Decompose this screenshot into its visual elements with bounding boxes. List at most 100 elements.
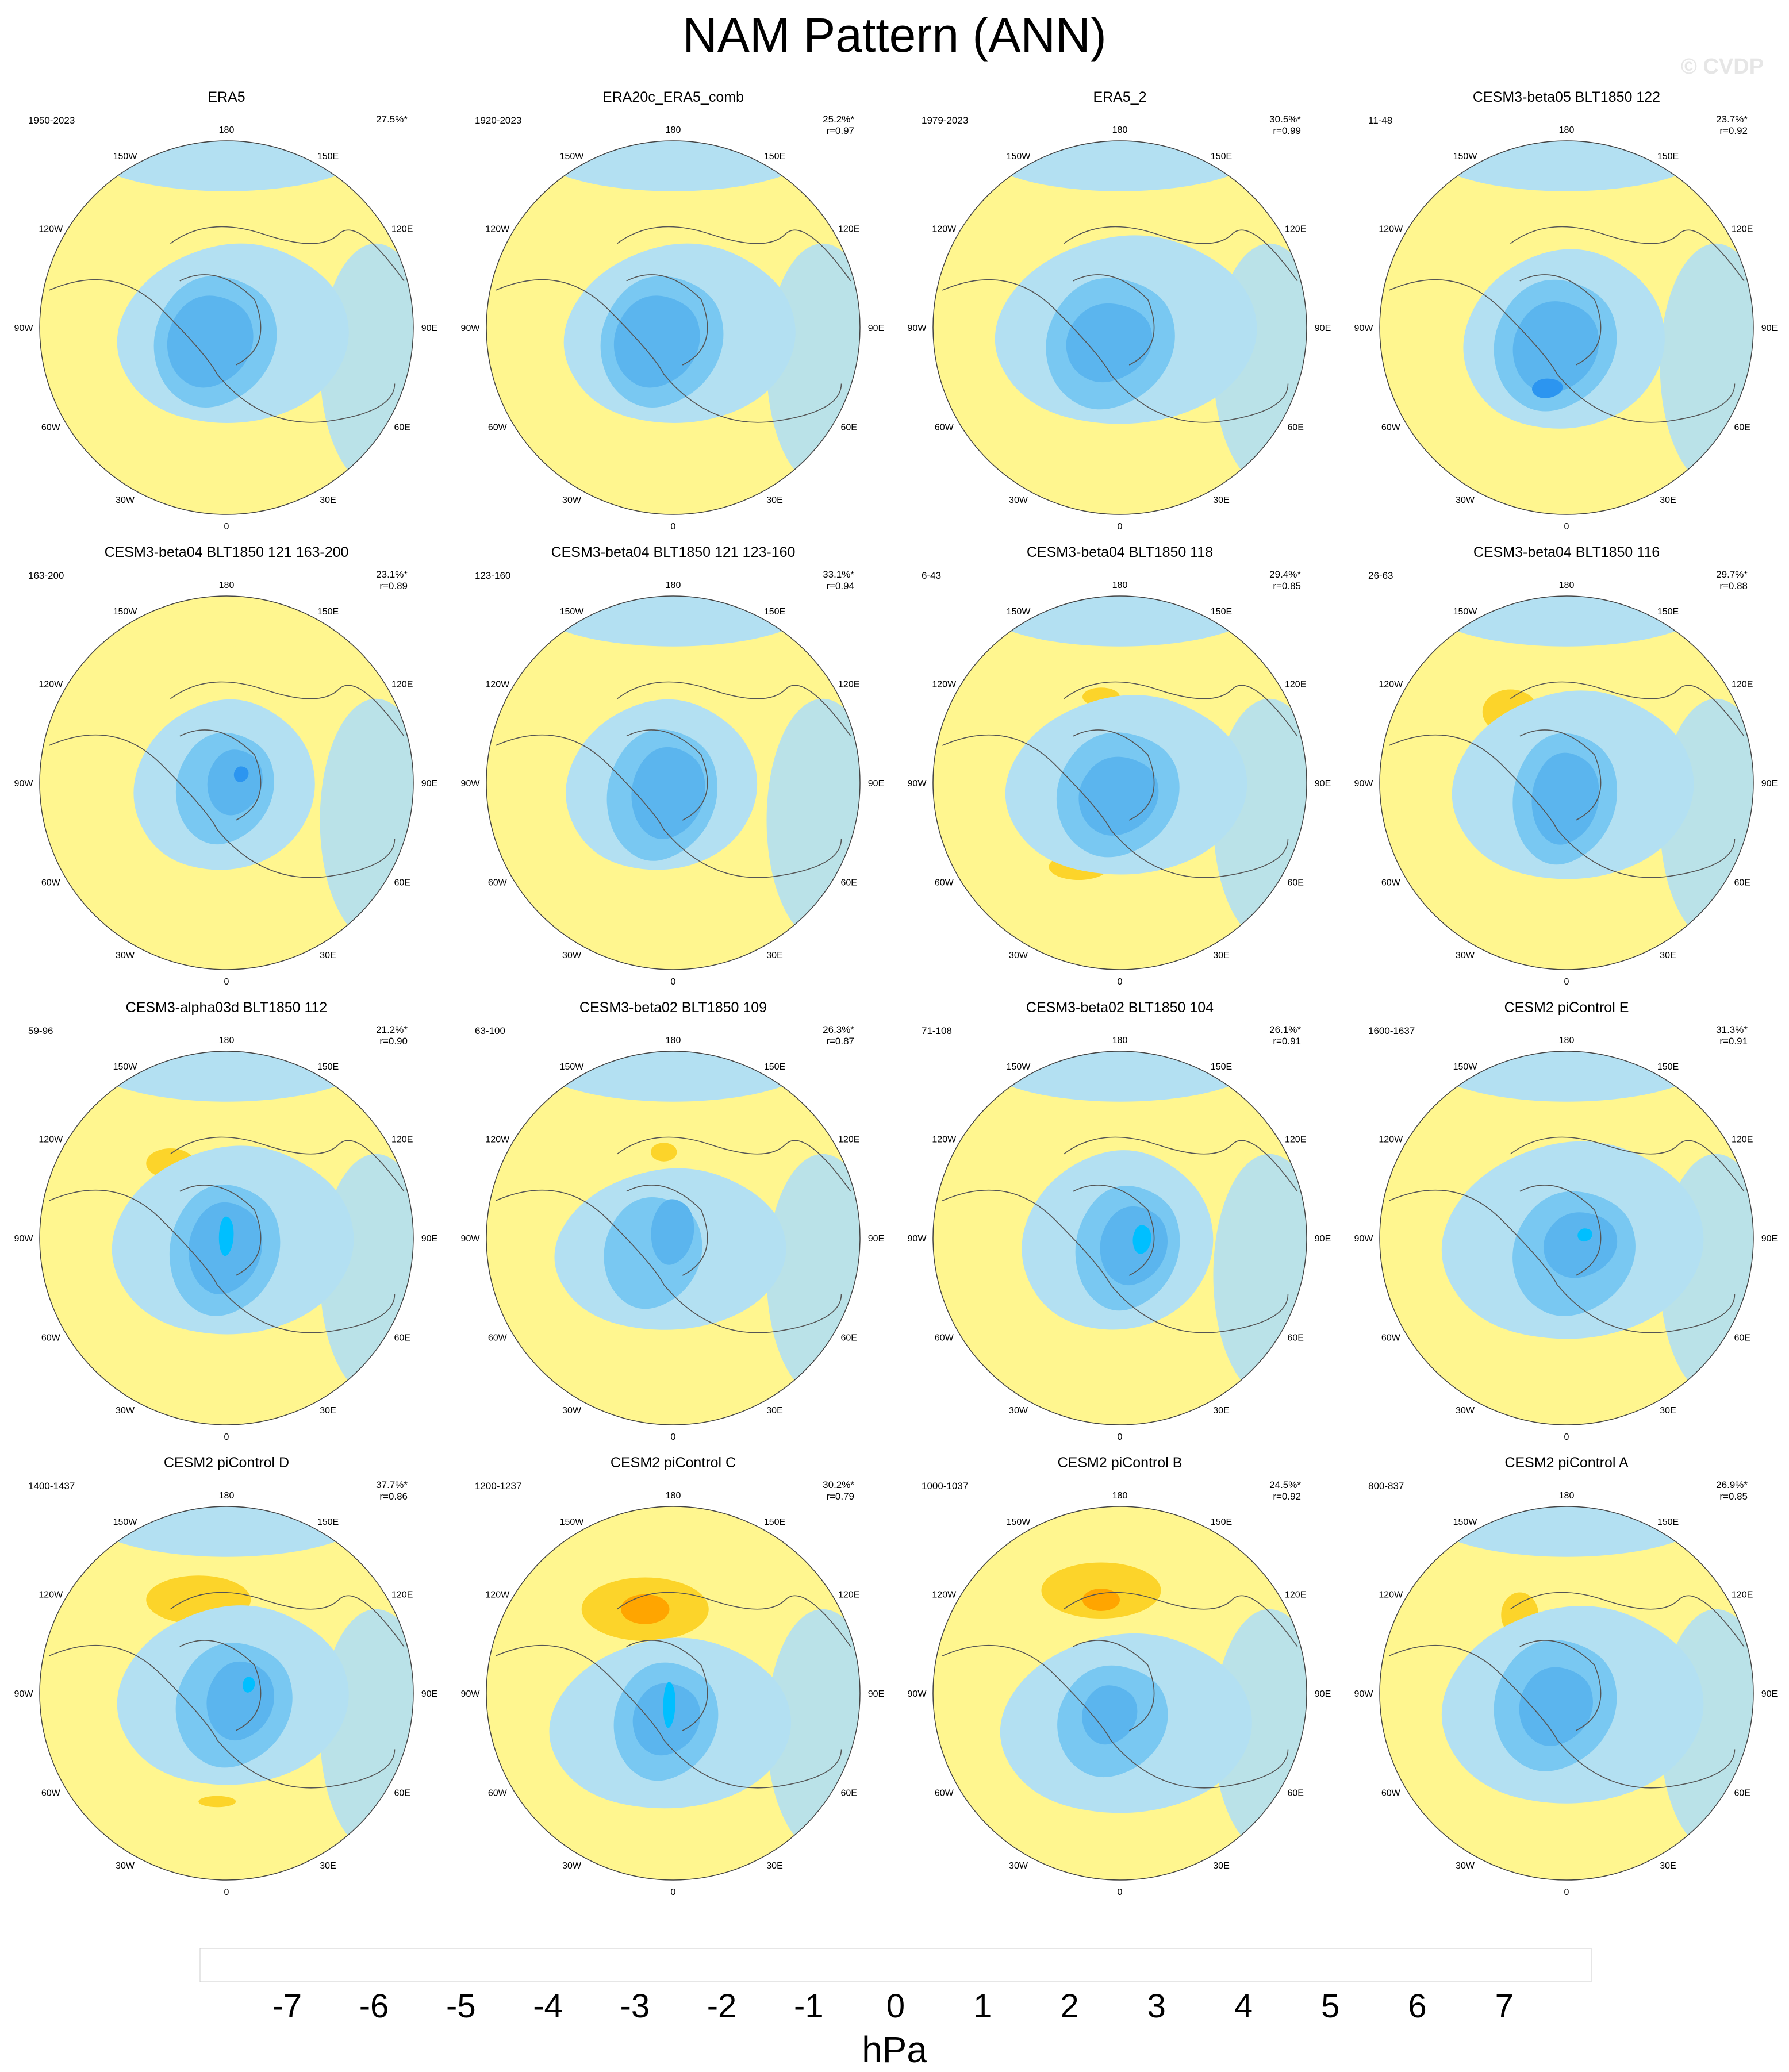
longitude-label: 90W	[14, 1689, 34, 1699]
longitude-label: 90E	[868, 1689, 884, 1699]
longitude-label: 90W	[461, 1234, 481, 1244]
panel-period: 163-200	[28, 570, 64, 581]
longitude-label: 120W	[39, 1135, 63, 1145]
longitude-label: 30E	[1660, 1861, 1676, 1871]
negative-anomaly	[1543, 1212, 1618, 1278]
longitude-label: 120W	[485, 225, 510, 235]
longitude-label: 0	[1118, 1432, 1123, 1442]
asia-band	[1660, 243, 1753, 487]
map-panel: 180 150E 120E 90E 60E 30E 0 30W 60W 90W 120W 150W CE…	[14, 1000, 438, 1442]
negative-anomaly	[233, 766, 249, 782]
longitude-label: 90E	[868, 324, 884, 333]
longitude-label: 30E	[766, 495, 782, 505]
longitude-label: 120W	[1379, 680, 1403, 690]
longitude-label: 180	[219, 1036, 235, 1045]
longitude-label: 150E	[317, 152, 339, 162]
map-boundary	[1379, 1506, 1754, 1881]
coastlines	[48, 1136, 405, 1333]
coastlines	[48, 681, 405, 878]
pattern-correlation: r=0.79	[826, 1491, 854, 1502]
longitude-label: 30W	[1009, 1861, 1028, 1871]
map-panels: 180 150E 120E 90E 60E 30E 0 30W 60W 90W 120W 150W ER…	[14, 89, 1778, 1897]
longitude-label: 90E	[1761, 1234, 1778, 1244]
longitude-label: 180	[666, 1491, 681, 1501]
colorbar-tick-label: 2	[1060, 1988, 1078, 2025]
panel-title: ERA20c_ERA5_comb	[602, 89, 744, 105]
coastlines	[1388, 1592, 1745, 1789]
longitude-label: 60W	[488, 1789, 508, 1798]
longitude-label: 0	[224, 522, 229, 532]
map-panel: 180 150E 120E 90E 60E 30E 0 30W 60W 90W 120W 150W CE…	[1354, 1455, 1778, 1897]
longitude-label: 150W	[113, 152, 138, 162]
map-boundary	[486, 1506, 861, 1881]
longitude-label: 90W	[908, 1689, 927, 1699]
coastlines	[48, 1592, 405, 1789]
negative-anomaly	[631, 747, 705, 839]
negative-anomaly	[1519, 1667, 1593, 1746]
longitude-label: 90W	[908, 779, 927, 789]
pattern-correlation: r=0.94	[826, 581, 854, 591]
negative-anomaly	[1066, 303, 1153, 383]
longitude-label: 60W	[41, 423, 61, 433]
panel-period: 71-108	[922, 1025, 952, 1036]
longitude-label: 90W	[1354, 1234, 1374, 1244]
longitude-label: 120E	[1732, 1590, 1753, 1600]
panel-period: 6-43	[922, 570, 941, 581]
map-boundary	[486, 140, 861, 515]
negative-anomaly	[206, 1661, 275, 1741]
colorbar-tick-label: 4	[1234, 1988, 1253, 2025]
map-contours	[40, 141, 413, 514]
explained-variance: 33.1%*	[823, 569, 854, 580]
map-boundary	[486, 1051, 861, 1425]
map-contours	[933, 1506, 1307, 1880]
asia-band	[1213, 1154, 1307, 1397]
longitude-label: 120E	[391, 1135, 413, 1145]
longitude-label: 180	[1112, 125, 1128, 135]
panel-title: CESM3-beta04 BLT1850 121 163-200	[105, 544, 349, 560]
longitude-label: 0	[671, 1888, 676, 1897]
colorbar-tick-label: -2	[707, 1988, 737, 2025]
map-contours	[40, 1506, 413, 1880]
longitude-label: 180	[666, 581, 681, 590]
map-panel: 180 150E 120E 90E 60E 30E 0 30W 60W 90W 120W 150W CE…	[908, 1455, 1331, 1897]
longitude-label: 90W	[14, 324, 34, 333]
longitude-label: 0	[1564, 1432, 1569, 1442]
panel-title: CESM3-beta04 BLT1850 121 123-160	[551, 544, 796, 560]
coastlines	[495, 226, 851, 423]
panel-period: 11-48	[1368, 115, 1392, 126]
colorbar-tick-label: 3	[1147, 1988, 1166, 2025]
longitude-label: 120W	[932, 225, 957, 235]
longitude-label: 60W	[1381, 1789, 1401, 1798]
colorbar-tick-label: -4	[533, 1988, 563, 2025]
negative-anomaly	[1531, 378, 1563, 398]
explained-variance: 25.2%*	[823, 114, 854, 125]
longitude-label: 180	[1559, 581, 1575, 590]
longitude-label: 150W	[113, 1062, 138, 1072]
longitude-label: 60W	[935, 1789, 954, 1798]
map-panel: 180 150E 120E 90E 60E 30E 0 30W 60W 90W 120W 150W CE…	[1354, 544, 1778, 987]
panel-title: CESM2 piControl B	[1058, 1455, 1183, 1471]
colorbar: -7 -6 -5 -4 -3 -2 -1 0 1 2 3 4 5 6 7	[199, 1948, 1592, 2025]
longitude-label: 30W	[562, 1861, 582, 1871]
coastlines	[495, 681, 851, 878]
negative-anomaly	[663, 1682, 675, 1728]
longitude-label: 30W	[116, 495, 135, 505]
colorbar-tick-label: -5	[446, 1988, 476, 2025]
positive-anomaly	[198, 1796, 236, 1808]
longitude-label: 30E	[766, 1406, 782, 1416]
map-contours	[486, 1506, 860, 1880]
longitude-label: 0	[1118, 1888, 1123, 1897]
coastlines	[48, 226, 405, 423]
longitude-label: 60E	[1287, 878, 1303, 888]
longitude-label: 0	[1564, 977, 1569, 987]
longitude-label: 120E	[1732, 225, 1753, 235]
map-panel: 180 150E 120E 90E 60E 30E 0 30W 60W 90W 120W 150W CE…	[14, 1455, 438, 1897]
longitude-label: 30E	[1213, 951, 1229, 960]
map-contours	[933, 1051, 1307, 1425]
coastlines	[942, 1136, 1298, 1333]
negative-anomaly	[1577, 1228, 1592, 1242]
map-contours	[933, 596, 1307, 970]
longitude-label: 30E	[766, 1861, 782, 1871]
map-boundary	[1379, 140, 1754, 515]
explained-variance: 23.1%*	[376, 569, 408, 580]
